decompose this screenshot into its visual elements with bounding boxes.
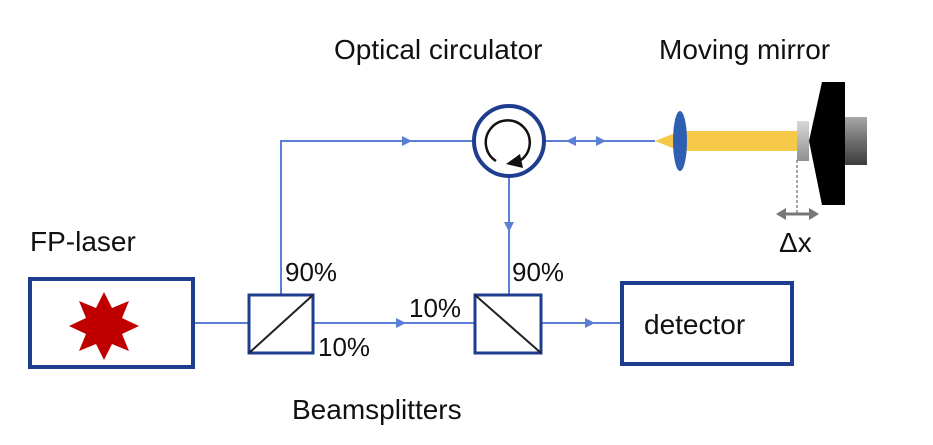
- mirror-body: [809, 82, 845, 205]
- detector-box: [620, 281, 794, 366]
- moving-mirror: [776, 82, 867, 220]
- circulator: [472, 104, 546, 178]
- label-bs2-90: 90%: [512, 257, 564, 287]
- label-beamsplitters: Beamsplitters: [292, 394, 462, 425]
- label-bs1-90: 90%: [285, 257, 337, 287]
- displacement-arrow-left-icon: [776, 208, 786, 220]
- circulator-arrowhead: [506, 154, 523, 168]
- lens: [673, 111, 687, 171]
- label-bs2-10: 10%: [409, 293, 461, 323]
- arrow-down-icon: [504, 222, 514, 232]
- displacement-arrow-right-icon: [809, 208, 819, 220]
- focused-beam: [655, 131, 800, 151]
- arrow-right-icon: [396, 318, 406, 328]
- beamsplitter-1: [247, 293, 315, 355]
- mirror-plate: [797, 121, 809, 161]
- arrow-right-icon: [596, 136, 606, 146]
- mirror-mount: [845, 117, 867, 165]
- label-fp-laser: FP-laser: [30, 226, 136, 257]
- arrow-right-icon: [585, 318, 595, 328]
- laser-box: [28, 277, 195, 369]
- arrow-right-icon: [402, 136, 412, 146]
- beamsplitter-2: [473, 293, 543, 355]
- label-moving-mirror: Moving mirror: [659, 34, 830, 65]
- beamsplitter-2-diagonal: [474, 294, 542, 354]
- laser-star-icon: [69, 292, 139, 360]
- arrow-left-icon: [566, 136, 576, 146]
- beam-arrows: [396, 136, 606, 328]
- label-detector: detector: [644, 309, 745, 340]
- circulator-rotation-icon: [484, 119, 531, 163]
- beamsplitter-1-diagonal: [248, 294, 314, 354]
- label-displacement: Δx: [779, 227, 812, 258]
- label-bs1-10: 10%: [318, 332, 370, 362]
- label-optical-circulator: Optical circulator: [334, 34, 543, 65]
